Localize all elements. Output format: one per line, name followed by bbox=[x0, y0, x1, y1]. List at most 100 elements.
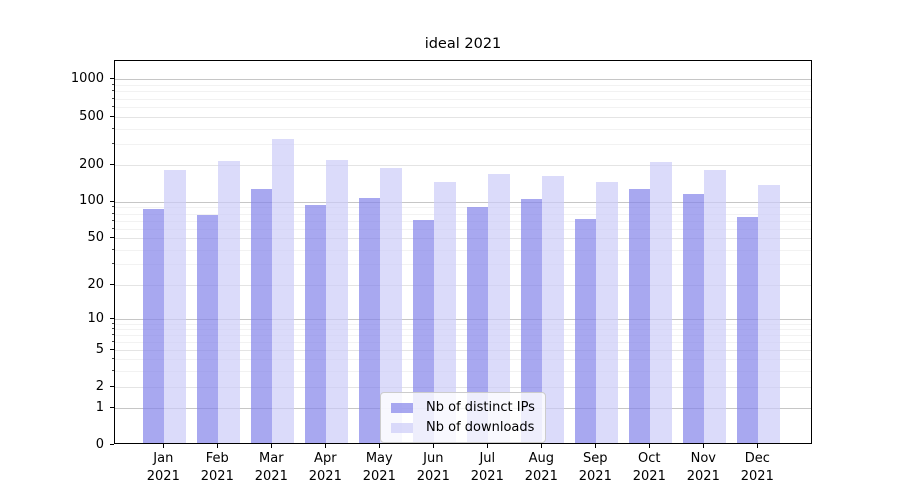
y-minor-tick bbox=[112, 206, 114, 208]
bar-distinct-ips bbox=[520, 199, 543, 443]
y-tick-mark bbox=[110, 284, 114, 286]
x-tick-label: Jan 2021 bbox=[146, 451, 180, 484]
bar-downloads bbox=[164, 170, 186, 443]
x-tick-label: Mar 2021 bbox=[254, 451, 288, 484]
x-tick-mark bbox=[757, 444, 759, 448]
x-tick-label: Aug 2021 bbox=[524, 451, 558, 484]
y-minor-tick bbox=[112, 227, 114, 229]
bar-downloads bbox=[272, 139, 294, 443]
minor-gridline bbox=[115, 264, 811, 266]
minor-gridline bbox=[115, 342, 811, 344]
y-tick-label: 1 bbox=[95, 399, 104, 415]
major-gridline bbox=[115, 238, 811, 240]
legend-item-downloads: Nb of downloads bbox=[391, 420, 535, 435]
bar-distinct-ips bbox=[196, 214, 219, 443]
major-gridline bbox=[115, 285, 811, 287]
minor-gridline bbox=[115, 220, 811, 222]
bar-downloads bbox=[542, 175, 564, 443]
y-minor-tick bbox=[112, 328, 114, 330]
x-tick-label: Oct 2021 bbox=[632, 451, 666, 484]
minor-gridline bbox=[115, 128, 811, 130]
x-tick-mark bbox=[163, 444, 165, 448]
minor-gridline bbox=[115, 370, 811, 372]
minor-gridline bbox=[115, 249, 811, 251]
x-tick-mark bbox=[649, 444, 651, 448]
bar-distinct-ips bbox=[682, 194, 705, 443]
y-tick-mark bbox=[110, 444, 114, 445]
x-tick-label: May 2021 bbox=[362, 451, 396, 484]
minor-gridline bbox=[115, 207, 811, 209]
x-tick-label: Dec 2021 bbox=[740, 451, 774, 484]
x-tick-mark bbox=[433, 444, 435, 448]
x-tick-mark bbox=[595, 444, 597, 448]
legend-label-distinct-ips: Nb of distinct IPs bbox=[426, 400, 535, 415]
y-tick-mark bbox=[110, 386, 114, 388]
y-minor-tick bbox=[112, 341, 114, 343]
y-tick-label: 100 bbox=[79, 193, 104, 209]
bar-downloads bbox=[650, 161, 672, 443]
x-tick-mark bbox=[487, 444, 489, 448]
y-minor-tick bbox=[112, 248, 114, 250]
legend-item-distinct-ips: Nb of distinct IPs bbox=[391, 400, 535, 415]
y-minor-tick bbox=[112, 212, 114, 214]
bar-downloads bbox=[218, 160, 240, 443]
minor-gridline bbox=[115, 213, 811, 215]
major-gridline bbox=[115, 319, 811, 321]
major-gridline bbox=[115, 117, 811, 119]
bar-downloads bbox=[380, 167, 402, 443]
bar-distinct-ips bbox=[304, 205, 327, 443]
bar-distinct-ips bbox=[736, 217, 759, 443]
y-tick-mark bbox=[110, 200, 114, 202]
minor-gridline bbox=[115, 98, 811, 100]
major-gridline bbox=[115, 350, 811, 352]
y-tick-label: 10 bbox=[87, 310, 104, 326]
chart-title: ideal 2021 bbox=[424, 36, 502, 52]
y-minor-tick bbox=[112, 127, 114, 129]
bar-downloads bbox=[434, 182, 456, 443]
y-minor-tick bbox=[112, 358, 114, 360]
x-tick-label: Jun 2021 bbox=[416, 451, 450, 484]
y-tick-label: 0 bbox=[95, 436, 104, 452]
bar-downloads bbox=[704, 170, 726, 443]
y-tick-label: 200 bbox=[79, 156, 104, 172]
x-tick-label: Apr 2021 bbox=[308, 451, 342, 484]
y-minor-tick bbox=[112, 369, 114, 371]
bar-distinct-ips bbox=[142, 209, 165, 443]
bar-downloads bbox=[326, 160, 348, 443]
legend: Nb of distinct IPs Nb of downloads bbox=[380, 392, 546, 443]
y-tick-mark bbox=[110, 349, 114, 351]
x-tick-label: Jul 2021 bbox=[470, 451, 504, 484]
bar-distinct-ips bbox=[628, 189, 651, 443]
minor-gridline bbox=[115, 335, 811, 337]
x-tick-label: Nov 2021 bbox=[686, 451, 720, 484]
x-tick-mark bbox=[541, 444, 543, 448]
y-tick-label: 1000 bbox=[70, 70, 104, 86]
x-tick-mark bbox=[703, 444, 705, 448]
minor-gridline bbox=[115, 84, 811, 86]
bar-downloads bbox=[596, 181, 618, 443]
y-minor-tick bbox=[112, 263, 114, 265]
y-tick-mark bbox=[110, 318, 114, 320]
bar-downloads bbox=[488, 174, 510, 443]
x-tick-mark bbox=[271, 444, 273, 448]
y-tick-label: 500 bbox=[79, 108, 104, 124]
plot-area: Nb of distinct IPs Nb of downloads bbox=[114, 60, 812, 444]
major-gridline bbox=[115, 387, 811, 389]
minor-gridline bbox=[115, 359, 811, 361]
minor-gridline bbox=[115, 228, 811, 230]
y-tick-mark bbox=[110, 237, 114, 239]
y-tick-mark bbox=[110, 164, 114, 166]
major-gridline bbox=[115, 79, 811, 80]
y-minor-tick bbox=[112, 219, 114, 221]
x-tick-label: Sep 2021 bbox=[578, 451, 612, 484]
major-gridline bbox=[115, 201, 811, 203]
y-minor-tick bbox=[112, 83, 114, 85]
bar-distinct-ips bbox=[412, 220, 435, 443]
y-minor-tick bbox=[112, 97, 114, 99]
minor-gridline bbox=[115, 91, 811, 93]
x-tick-mark bbox=[325, 444, 327, 448]
y-tick-mark bbox=[110, 407, 114, 409]
x-tick-mark bbox=[217, 444, 219, 448]
minor-gridline bbox=[115, 324, 811, 326]
